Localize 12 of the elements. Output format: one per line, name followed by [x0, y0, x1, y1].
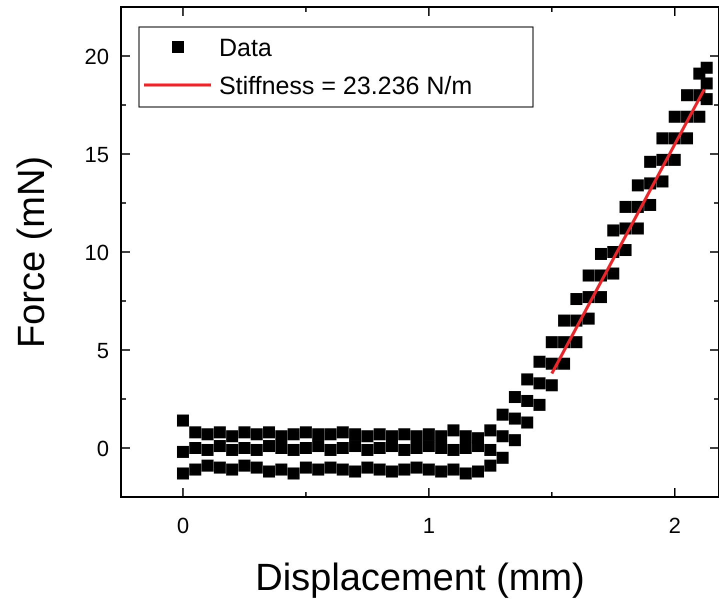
- y-axis-title: Force (mN): [11, 156, 53, 348]
- y-tick-label: 20: [84, 44, 109, 69]
- x-tick-label: 1: [422, 513, 435, 538]
- y-tick-label: 10: [84, 240, 109, 265]
- legend-label: Data: [219, 34, 272, 62]
- x-tick-label: 0: [176, 513, 190, 538]
- x-tick-label: 2: [668, 513, 681, 538]
- y-tick-label: 0: [96, 436, 109, 461]
- legend-label: Stiffness = 23.236 N/m: [219, 72, 472, 100]
- y-tick-label: 15: [84, 142, 109, 167]
- x-axis-title: Displacement (mm): [255, 557, 585, 599]
- y-tick-label: 5: [96, 338, 109, 363]
